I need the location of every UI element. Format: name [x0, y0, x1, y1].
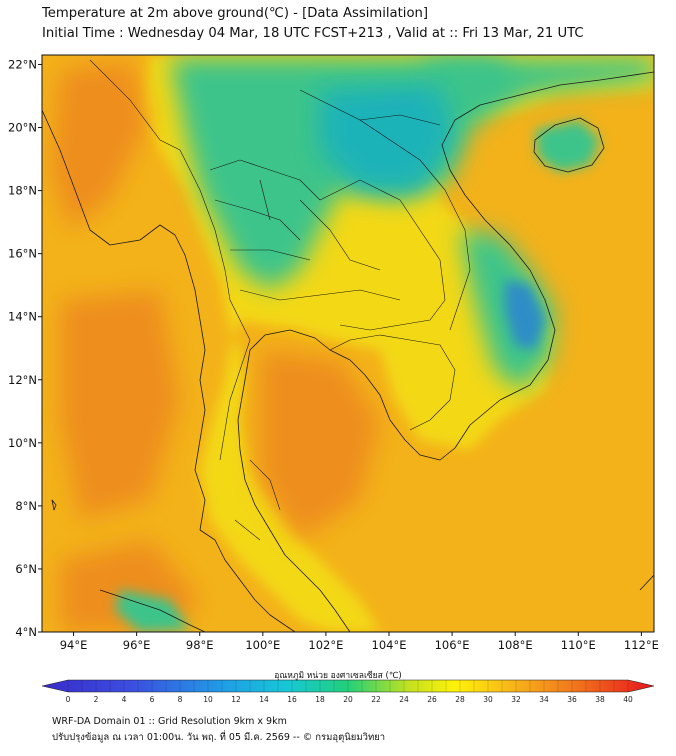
- coastline-myanmar-west: [42, 109, 206, 531]
- colorbar-tick-label: 18: [315, 695, 325, 704]
- colorbar-tick-label: 4: [122, 695, 127, 704]
- border-cambodia: [329, 334, 456, 431]
- colorbar-tick-label: 14: [259, 695, 269, 704]
- colorbar-title: อุณหภูมิ หน่วย องศาเซลเซียส (℃): [274, 671, 402, 681]
- lat-label: 8°N: [15, 499, 37, 513]
- lat-label: 14°N: [8, 310, 37, 324]
- colorbar-tick-label: 22: [371, 695, 381, 704]
- lat-label: 20°N: [8, 121, 37, 135]
- temperature-field: [42, 55, 654, 632]
- colorbar-tick-label: 30: [483, 695, 493, 704]
- coastlines-borders: [42, 59, 654, 632]
- border-myanmar-thai: [179, 149, 251, 461]
- colorbar-tick-label: 28: [455, 695, 465, 704]
- map-subtitle: Initial Time : Wednesday 04 Mar, 18 UTC …: [42, 26, 584, 41]
- colorbar-tick-label: 32: [511, 695, 521, 704]
- colorbar-tick-label: 26: [427, 695, 437, 704]
- lon-label: 100°E: [245, 638, 280, 652]
- coastline-borneo: [639, 574, 654, 591]
- map-title: Temperature at 2m above ground(℃) - [Dat…: [42, 6, 429, 21]
- colorbar-tick-label: 40: [623, 695, 633, 704]
- colorbar-tick-label: 12: [231, 695, 241, 704]
- lat-label: 6°N: [15, 562, 37, 576]
- colorbar-tick-label: 34: [539, 695, 549, 704]
- lon-label: 108°E: [498, 638, 533, 652]
- lon-label: 98°E: [186, 638, 214, 652]
- longitude-axis: 94°E 96°E 98°E 100°E 102°E 104°E 106°E 108°E 110…: [60, 632, 659, 652]
- lon-label: 110°E: [561, 638, 596, 652]
- coastline-gulf-west: [237, 71, 654, 632]
- colorbar-tick-label: 24: [399, 695, 409, 704]
- colorbar-tick-label: 20: [343, 695, 353, 704]
- colorbar-tick-label: 16: [287, 695, 297, 704]
- colorbar-ticks: 0 2 4 6 8 10 12 14 16 18 20 22 24 26 28 30 32 34 36 38 40: [66, 680, 633, 704]
- border-laos-vietnam: [359, 119, 471, 331]
- lon-label: 96°E: [123, 638, 151, 652]
- lon-label: 104°E: [372, 638, 407, 652]
- coastline-thailand: [199, 529, 296, 632]
- lon-label: 94°E: [60, 638, 88, 652]
- colorbar-tick-label: 6: [150, 695, 155, 704]
- footer-model-info: WRF-DA Domain 01 :: Grid Resolution 9km …: [52, 716, 287, 727]
- latitude-axis: 22°N 20°N 18°N 16°N 14°N 12°N 10°N 8°N 6°N 4°N: [8, 57, 42, 639]
- lat-label: 10°N: [8, 436, 37, 450]
- lon-label: 106°E: [435, 638, 470, 652]
- colorbar-tick-label: 0: [66, 695, 71, 704]
- border-thai-laos: [209, 159, 446, 331]
- footer-update-info: ปรับปรุงข้อมูล ณ เวลา 01:00น. วัน พฤ. ที…: [52, 732, 386, 743]
- lat-label: 4°N: [15, 625, 37, 639]
- lat-label: 18°N: [8, 184, 37, 198]
- coastline-sumatra: [99, 589, 206, 632]
- colorbar-tick-label: 10: [203, 695, 213, 704]
- colorbar-tick-label: 8: [178, 695, 183, 704]
- border-provinces: [214, 179, 401, 541]
- lon-label: 112°E: [624, 638, 659, 652]
- colorbar: [41, 679, 655, 693]
- map-frame: [41, 54, 655, 633]
- colorbar-tick-label: 36: [567, 695, 577, 704]
- lat-label: 16°N: [8, 247, 37, 261]
- colorbar-tick-label: 38: [595, 695, 605, 704]
- lon-label: 102°E: [308, 638, 343, 652]
- lat-label: 12°N: [8, 373, 37, 387]
- lat-label: 22°N: [8, 57, 37, 71]
- border-china: [89, 59, 441, 151]
- colorbar-tick-label: 2: [94, 695, 99, 704]
- coastline-hainan: [533, 117, 605, 173]
